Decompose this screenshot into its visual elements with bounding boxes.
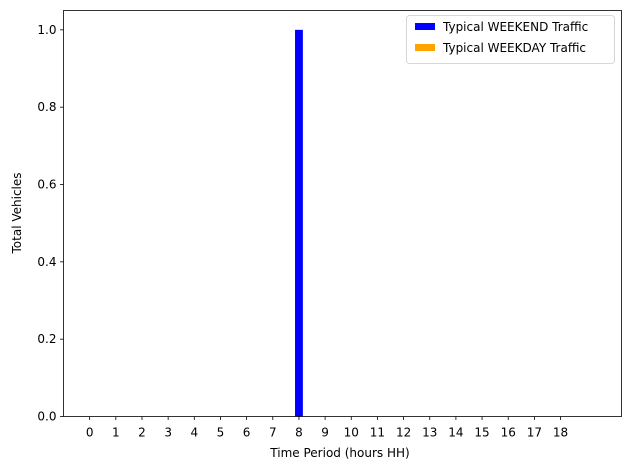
y-tick-label: 0.8 bbox=[37, 100, 56, 114]
y-axis-ticks: 0.0 0.2 0.4 0.6 0.8 1.0 bbox=[37, 23, 64, 424]
x-tick-label: 2 bbox=[138, 426, 146, 440]
x-tick-label: 15 bbox=[474, 426, 489, 440]
legend: Typical WEEKEND Traffic Typical WEEKDAY … bbox=[406, 15, 615, 64]
legend-swatch-weekday bbox=[415, 44, 435, 51]
x-tick-label: 18 bbox=[553, 426, 568, 440]
x-tick-label: 0 bbox=[86, 426, 94, 440]
y-tick-label: 0.6 bbox=[37, 178, 56, 192]
x-tick-label: 1 bbox=[112, 426, 120, 440]
x-tick-label: 14 bbox=[448, 426, 463, 440]
x-tick-label: 9 bbox=[321, 426, 329, 440]
bar-weekend-8 bbox=[295, 29, 303, 417]
x-axis-label: Time Period (hours HH) bbox=[269, 446, 409, 460]
plot-frame bbox=[63, 10, 622, 417]
x-tick-label: 16 bbox=[501, 426, 516, 440]
x-axis-ticks: 0 1 2 3 4 5 6 7 8 9 10 11 12 13 14 15 16 17 18 bbox=[86, 416, 568, 440]
x-tick-label: 12 bbox=[396, 426, 411, 440]
x-tick-label: 5 bbox=[217, 426, 225, 440]
legend-label-weekend: Typical WEEKEND Traffic bbox=[442, 20, 588, 34]
x-tick-label: 17 bbox=[527, 426, 542, 440]
axes bbox=[63, 10, 622, 417]
legend-frame bbox=[406, 15, 615, 64]
x-tick-label: 4 bbox=[190, 426, 198, 440]
y-tick-label: 1.0 bbox=[37, 23, 56, 37]
y-tick-label: 0.2 bbox=[37, 332, 56, 346]
x-tick-label: 11 bbox=[370, 426, 385, 440]
legend-swatch-weekend bbox=[415, 23, 435, 30]
plot-area bbox=[295, 29, 303, 417]
x-tick-label: 8 bbox=[295, 426, 303, 440]
x-tick-label: 6 bbox=[243, 426, 251, 440]
x-tick-label: 13 bbox=[422, 426, 437, 440]
x-tick-label: 7 bbox=[269, 426, 277, 440]
legend-label-weekday: Typical WEEKDAY Traffic bbox=[442, 41, 586, 55]
y-tick-label: 0.0 bbox=[37, 410, 56, 424]
x-tick-label: 10 bbox=[344, 426, 359, 440]
y-axis-label: Total Vehicles bbox=[10, 172, 24, 254]
y-tick-label: 0.4 bbox=[37, 255, 56, 269]
x-tick-label: 3 bbox=[164, 426, 172, 440]
